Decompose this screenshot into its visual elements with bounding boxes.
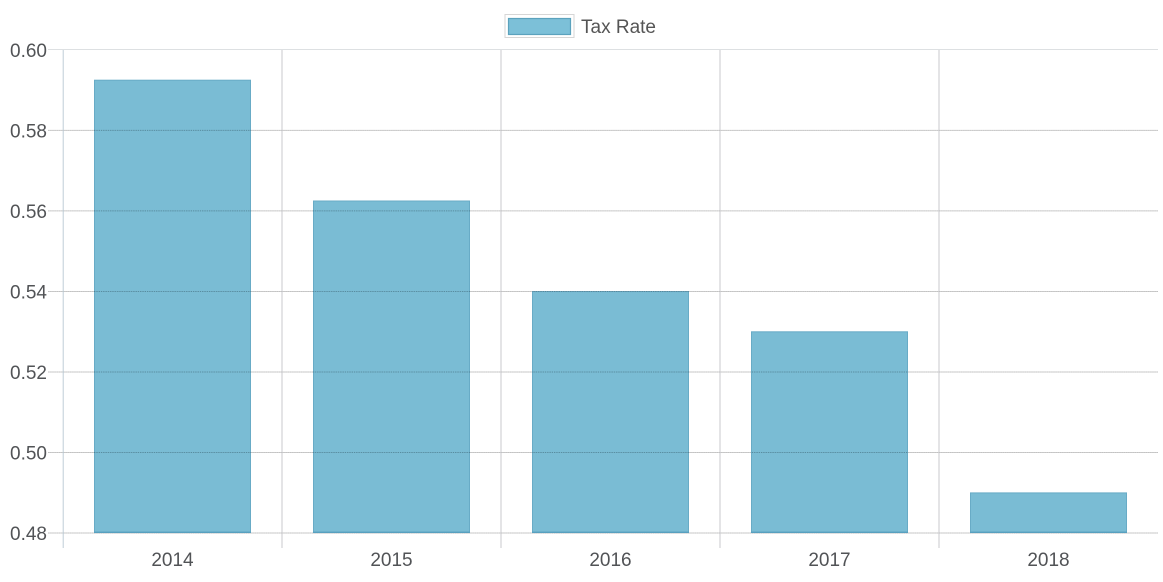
svg-text:0.52: 0.52 [10, 363, 47, 384]
svg-text:Tax Rate: Tax Rate [581, 17, 656, 38]
svg-text:0.56: 0.56 [10, 202, 47, 223]
svg-text:0.50: 0.50 [10, 443, 47, 464]
svg-text:0.58: 0.58 [10, 121, 47, 142]
svg-text:0.54: 0.54 [10, 282, 47, 303]
svg-text:2018: 2018 [1027, 550, 1069, 571]
svg-text:2014: 2014 [151, 550, 194, 571]
svg-text:0.60: 0.60 [10, 41, 47, 62]
svg-text:0.48: 0.48 [10, 524, 47, 545]
svg-text:2017: 2017 [808, 550, 850, 571]
svg-text:2016: 2016 [589, 550, 631, 571]
svg-text:2015: 2015 [370, 550, 412, 571]
